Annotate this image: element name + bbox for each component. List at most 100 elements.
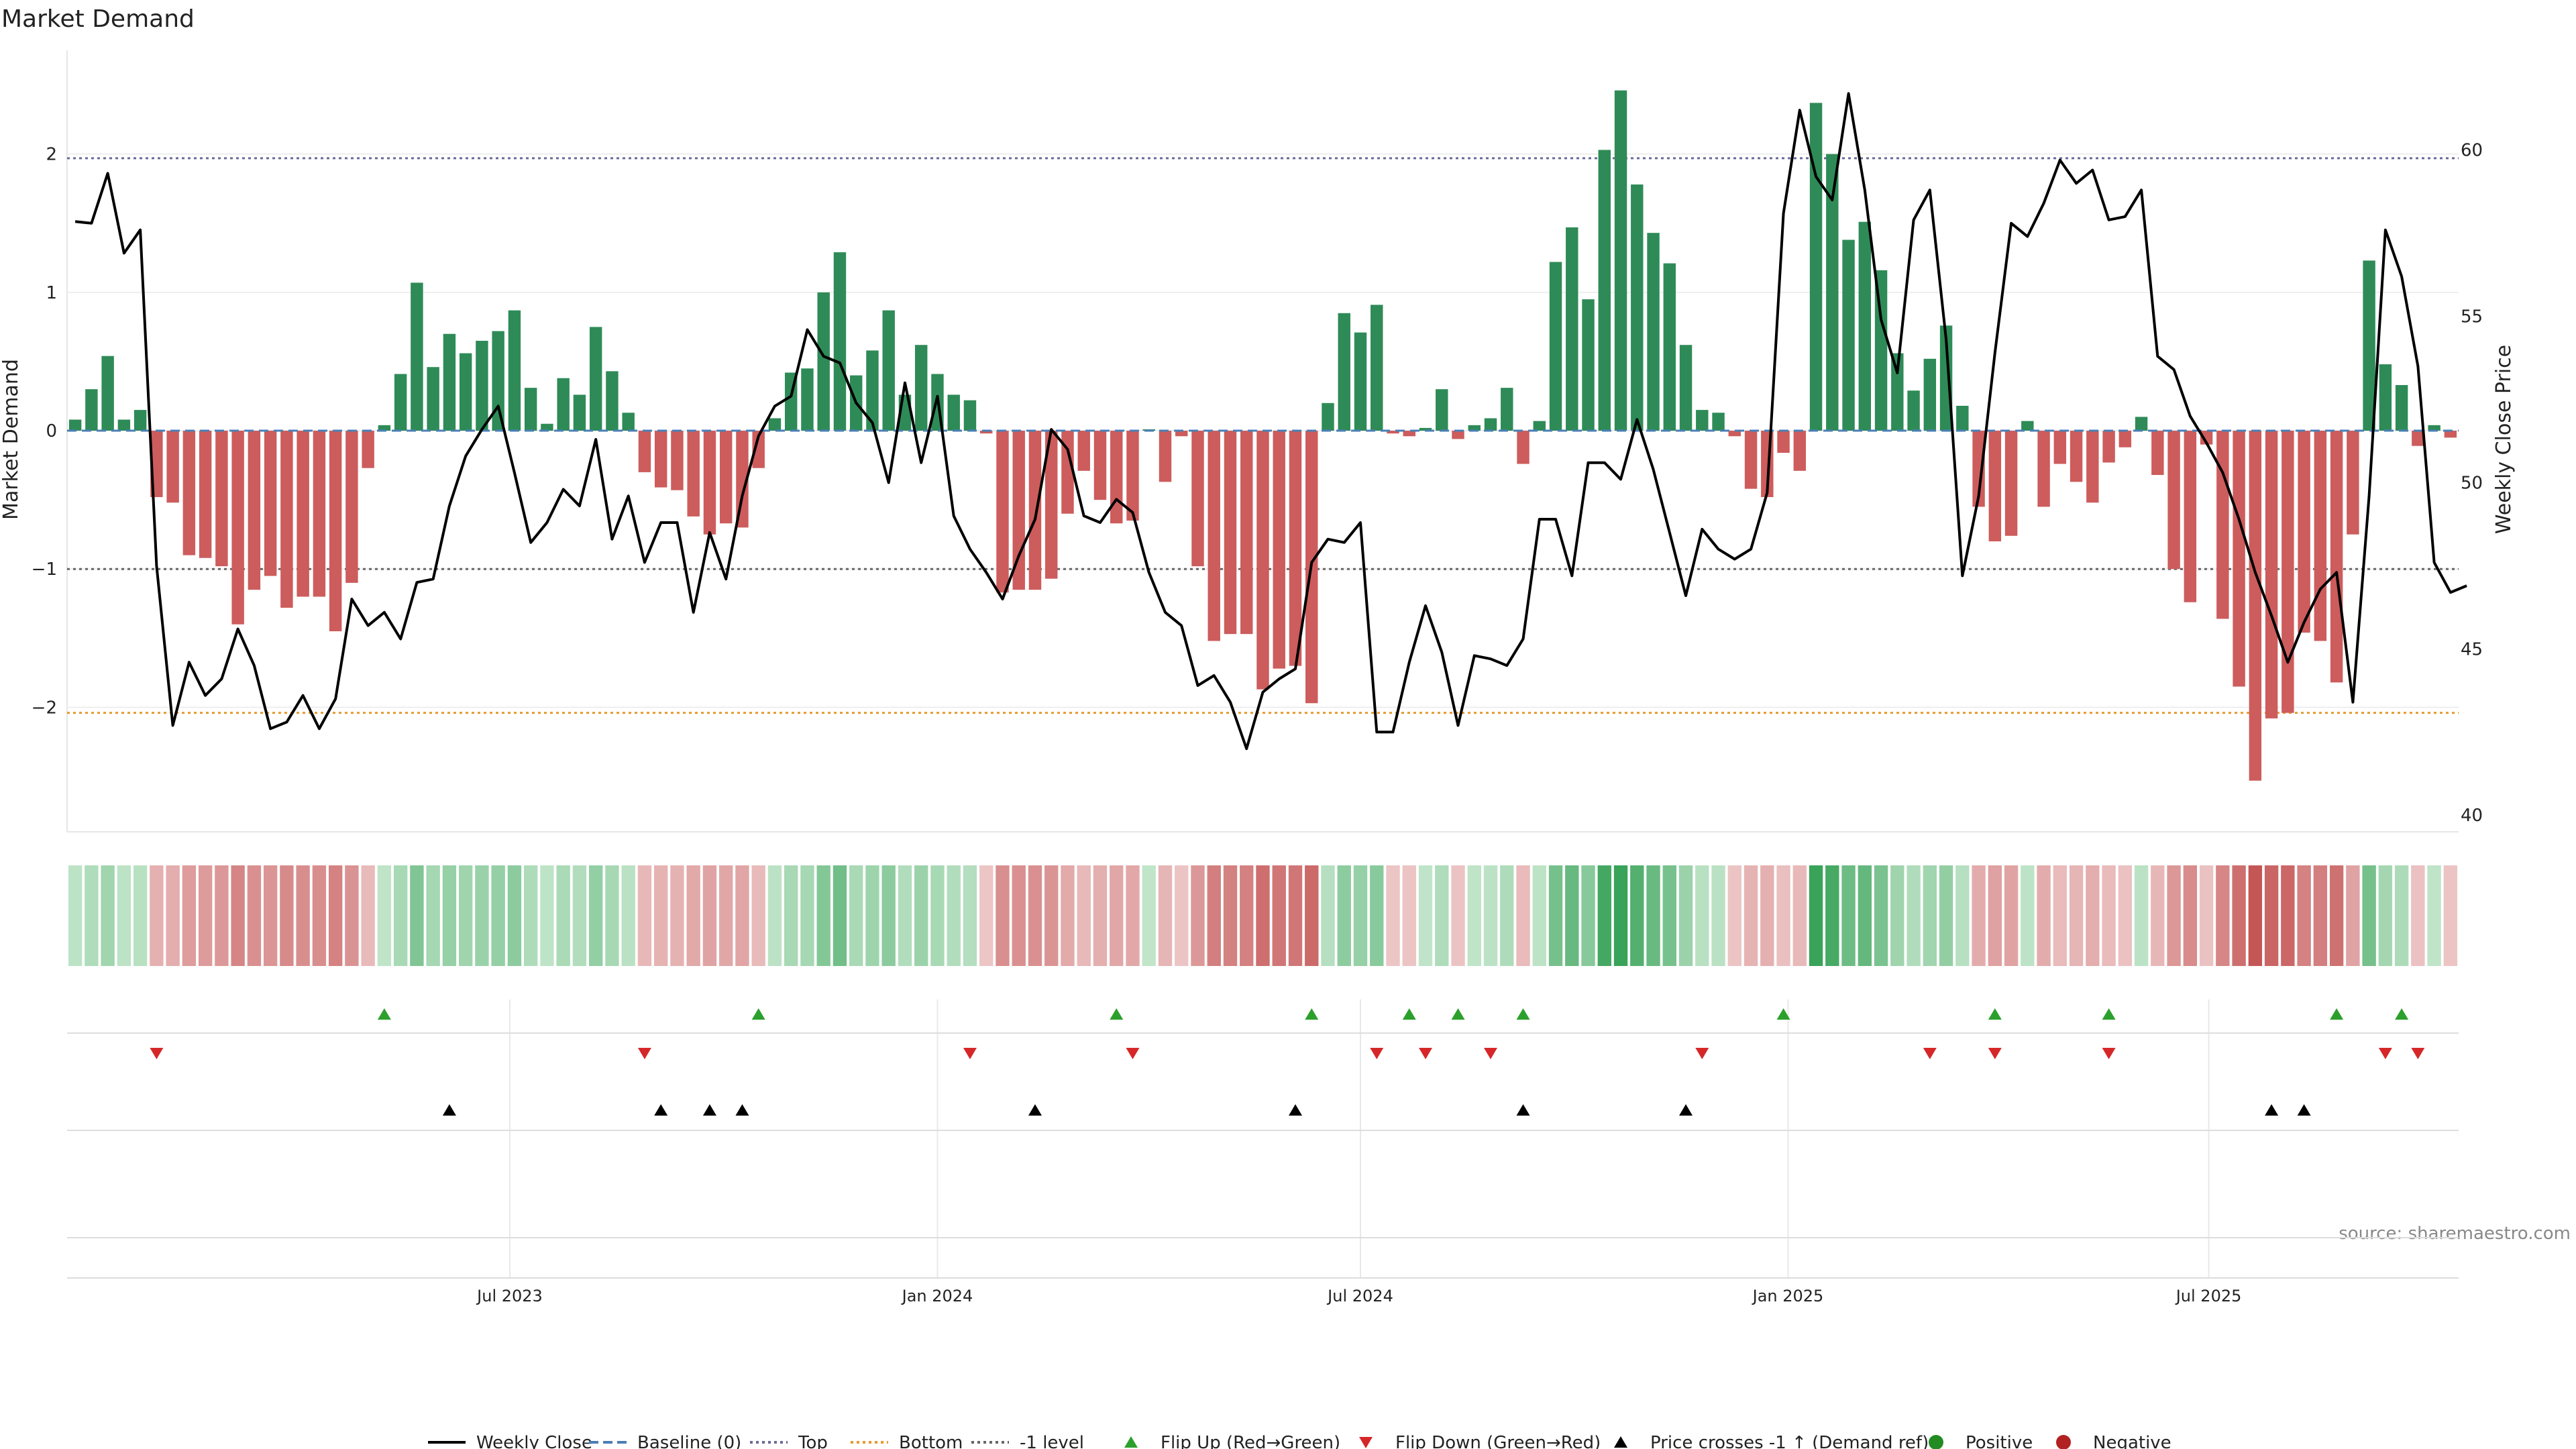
demand-bar [1728,431,1741,437]
heat-cell [523,865,538,966]
legend-label: Flip Down (Green→Red) [1395,1433,1601,1449]
heat-cell [540,865,554,966]
demand-bar [1598,150,1611,431]
demand-bar [1338,313,1350,431]
demand-bar [524,388,537,431]
heat-cell [2281,865,2295,966]
flip-down-marker [150,1048,164,1059]
heat-cell [2378,865,2393,966]
flip-down-marker [637,1048,651,1059]
heat-cell [1288,865,1303,966]
demand-bar [573,394,586,431]
demand-bar [2363,260,2375,431]
flip-down-marker [1484,1048,1498,1059]
demand-bar [2379,364,2392,431]
heat-cell [1467,865,1481,966]
flip-up-marker [1988,1008,2002,1020]
heat-cell [2069,865,2084,966]
heat-cell [2264,865,2279,966]
weekly-close-line [74,92,2467,751]
demand-bar [101,356,114,431]
demand-bar [1858,221,1872,431]
flip-markers-panel [67,1008,2459,1059]
demand-bar [280,431,293,608]
demand-bar [654,431,667,488]
demand-bar [248,431,261,590]
x-tick-label: Jul 2024 [1326,1287,1393,1305]
flip-up-marker [751,1008,765,1020]
heat-cell [930,865,945,966]
heat-cell [1743,865,1758,966]
demand-bar [427,367,439,431]
heat-cell [1613,865,1628,966]
heat-cell [1532,865,1546,966]
heat-cell [1321,865,1335,966]
heat-cell [198,865,213,966]
demand-bar [1501,388,1513,431]
heat-cell [1240,865,1254,966]
demand-bar [1126,431,1139,521]
heat-cell [101,865,115,966]
heat-cell [458,865,473,966]
demand-bar [719,431,733,524]
demand-bar [1956,405,1969,431]
flip-up-marker [377,1008,391,1020]
heat-cell [1337,865,1351,966]
legend-label: Positive [1966,1433,2033,1449]
price-cross-marker [1679,1104,1693,1116]
heat-cell [1825,865,1839,966]
heat-cell [2346,865,2360,966]
demand-bar [947,394,960,431]
demand-bar [1842,239,1855,431]
demand-bar [459,353,472,431]
demand-bar [1028,431,1042,590]
heat-cell [816,865,830,966]
demand-bar [492,331,504,431]
heat-cell [1191,865,1205,966]
heat-cell [1305,865,1319,966]
legend-label: Flip Up (Red→Green) [1161,1433,1340,1449]
heat-cell [2199,865,2214,966]
demand-bar [2086,431,2099,503]
demand-bar [703,431,716,535]
x-tick-label: Jul 2023 [476,1287,543,1305]
heat-cell [1353,865,1368,966]
demand-bar [2265,431,2278,718]
flip-up-marker [1110,1008,1124,1020]
demand-bar [557,378,570,431]
flip-up-marker [1451,1008,1465,1020]
heat-cell [247,865,262,966]
heat-cell [654,865,668,966]
heat-cell [2329,865,2344,966]
heat-cell [1776,865,1790,966]
heat-cell [150,865,164,966]
heat-cell [85,865,99,966]
heat-cell [1483,865,1498,966]
demand-bar [2249,431,2262,781]
heat-cell [702,865,717,966]
demand-bar [508,310,521,431]
demand-bar [671,431,684,490]
demand-bar [1354,332,1367,431]
heat-cell [2102,865,2116,966]
heat-cell [1923,865,1937,966]
demand-bar [2412,431,2424,446]
heat-cell [556,865,570,966]
demand-bar [2053,431,2067,464]
demand-bar [963,400,977,431]
legend-item: -1 level [971,1433,1084,1449]
heat-cell [2004,865,2019,966]
price-cross-marker [702,1104,716,1116]
heat-cell [1126,865,1140,966]
heat-cell [2394,865,2409,966]
price-cross-marker [1516,1104,1530,1116]
price-cross-marker [735,1104,749,1116]
demand-bar [1208,431,1220,641]
x-tick-label: Jul 2025 [2175,1287,2242,1305]
demand-bar [541,423,553,431]
demand-bar [1191,431,1204,567]
y-tick-label: 2 [46,145,57,165]
heat-cell [1695,865,1709,966]
heat-cell [1678,865,1693,966]
